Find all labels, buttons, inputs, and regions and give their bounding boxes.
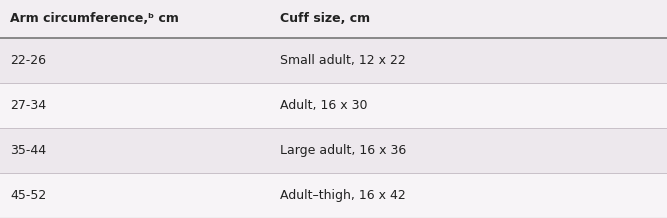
- Text: Cuff size, cm: Cuff size, cm: [280, 12, 370, 26]
- Text: Small adult, 12 x 22: Small adult, 12 x 22: [280, 54, 406, 67]
- Text: Large adult, 16 x 36: Large adult, 16 x 36: [280, 144, 406, 157]
- Text: Adult–thigh, 16 x 42: Adult–thigh, 16 x 42: [280, 189, 406, 202]
- Bar: [0, 83, 667, 128]
- Text: Arm circumference,ᵇ cm: Arm circumference,ᵇ cm: [10, 12, 179, 26]
- Bar: [0, 128, 667, 173]
- Text: 45-52: 45-52: [10, 189, 46, 202]
- Bar: [0, 38, 667, 83]
- Text: 27-34: 27-34: [10, 99, 46, 112]
- Bar: [0, 173, 667, 218]
- Text: 35-44: 35-44: [10, 144, 46, 157]
- Text: 22-26: 22-26: [10, 54, 46, 67]
- Text: Adult, 16 x 30: Adult, 16 x 30: [280, 99, 368, 112]
